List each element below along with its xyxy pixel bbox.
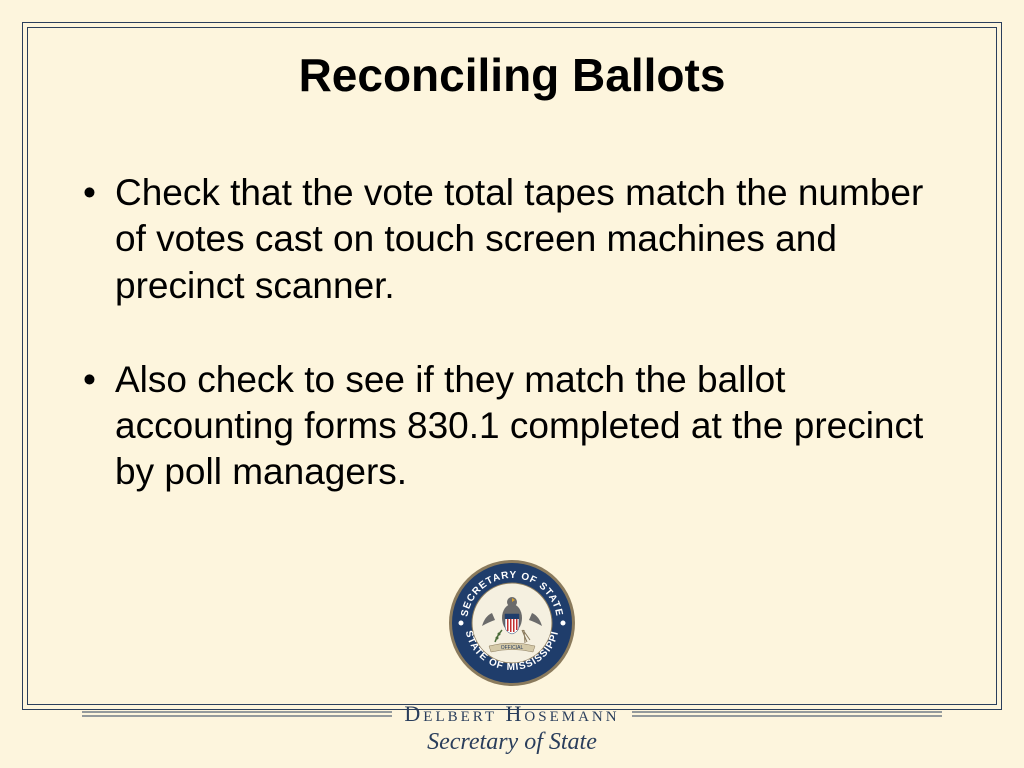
footer: Delbert Hosemann Secretary of State: [0, 701, 1024, 756]
slide-title: Reconciling Ballots: [0, 48, 1024, 102]
seal-banner-text: OFFICIAL: [501, 645, 524, 651]
bullet-item: Also check to see if they match the ball…: [75, 357, 949, 496]
footer-title: Secretary of State: [0, 729, 1024, 756]
footer-name: Delbert Hosemann: [404, 701, 619, 727]
slide-content: Check that the vote total tapes match th…: [75, 170, 949, 544]
state-seal-icon: SECRETARY OF STATE STATE OF MISSISSIPPI …: [447, 558, 577, 693]
bullet-item: Check that the vote total tapes match th…: [75, 170, 949, 309]
